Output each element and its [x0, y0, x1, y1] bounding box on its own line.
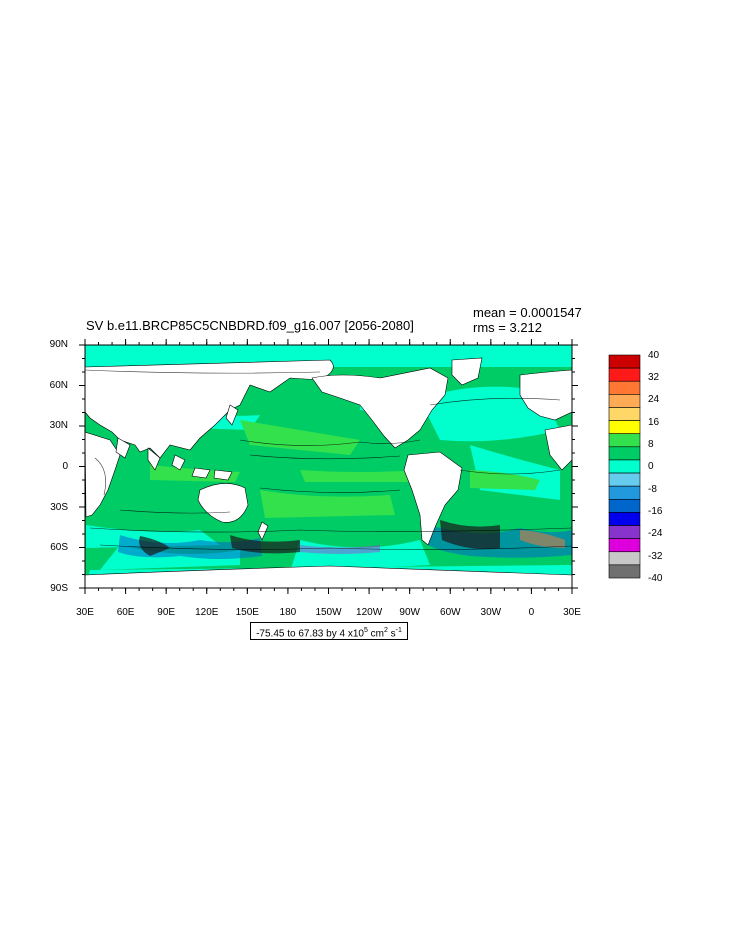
info-unit2: s	[387, 628, 396, 640]
colorbar-box	[608, 407, 641, 421]
lon-label-90e: 90E	[157, 607, 176, 618]
colorbar-box	[608, 538, 641, 553]
colorbar-label-40: 40	[648, 350, 660, 361]
colorbar-box	[608, 551, 641, 566]
colorbar	[608, 354, 641, 579]
plot-title: SV b.e11.BRCP85C5CNBDRD.f09_g16.007 [205…	[86, 318, 414, 333]
rms-stat: rms = 3.212	[473, 320, 543, 335]
lon-label-0: 0	[528, 607, 535, 618]
colorbar-box	[608, 394, 641, 408]
lon-label-60e: 60E	[116, 607, 135, 618]
lon-label-30e: 30E	[76, 607, 94, 618]
lon-label-120w: 120W	[356, 607, 383, 618]
colorbar-label-0: 0	[648, 461, 654, 472]
lat-label-60s: 60S	[50, 542, 68, 553]
lon-label-150e: 150E	[235, 607, 259, 618]
colorbar-box	[608, 420, 641, 435]
colorbar-box	[608, 433, 641, 448]
info-prefix: -75.45 to 67.83 by 4 x10	[256, 628, 364, 640]
colorbar-box	[608, 446, 641, 461]
colorbar-box	[608, 498, 641, 513]
contours	[85, 369, 572, 550]
land	[85, 357, 572, 588]
colorbar-label-neg32: -32	[648, 551, 663, 562]
lon-label-30e-end: 30E	[563, 607, 581, 618]
lat-label-90n: 90N	[49, 339, 68, 350]
colorbar-box	[608, 472, 641, 487]
lon-label-180: 180	[279, 607, 297, 618]
lon-label-30w: 30W	[480, 607, 502, 618]
lat-label-60n: 60N	[49, 380, 68, 391]
lat-label-0: 0	[62, 461, 68, 472]
colorbar-box	[608, 367, 641, 382]
map-field	[85, 345, 572, 588]
axis-ticks	[79, 339, 578, 594]
lat-label-30n: 30N	[49, 420, 68, 431]
colorbar-label-32: 32	[648, 372, 660, 383]
info-exp1: 5	[363, 627, 368, 634]
colorbar-box	[608, 485, 641, 500]
info-exp2: 2	[383, 627, 388, 634]
lon-label-90w: 90W	[399, 607, 420, 618]
colorbar-label-24: 24	[648, 394, 660, 405]
lat-label-30s: 30S	[50, 502, 68, 513]
colorbar-label-8: 8	[648, 439, 654, 450]
lat-label-90s: 90S	[50, 583, 68, 594]
colorbar-box	[608, 564, 641, 579]
mean-stat: mean = 0.0001547	[473, 305, 582, 320]
colorbar-box	[608, 512, 641, 526]
info-unit: cm	[367, 628, 384, 640]
colorbar-box	[608, 525, 641, 539]
lon-label-120e: 120E	[195, 607, 219, 618]
contour-info-box: -75.45 to 67.83 by 4 x105 cm2 s-1	[250, 622, 408, 640]
colorbar-box	[608, 380, 641, 395]
colorbar-box	[608, 459, 641, 474]
info-exp3: -1	[395, 627, 402, 634]
lon-label-60w: 60W	[440, 607, 461, 618]
colorbar-label-neg40: -40	[648, 573, 663, 584]
colorbar-label-neg8: -8	[648, 484, 657, 495]
colorbar-label-neg16: -16	[648, 506, 663, 517]
colorbar-box	[608, 354, 641, 369]
colorbar-label-16: 16	[648, 417, 660, 428]
lon-label-150w: 150W	[315, 607, 342, 618]
colorbar-label-neg24: -24	[648, 528, 663, 539]
